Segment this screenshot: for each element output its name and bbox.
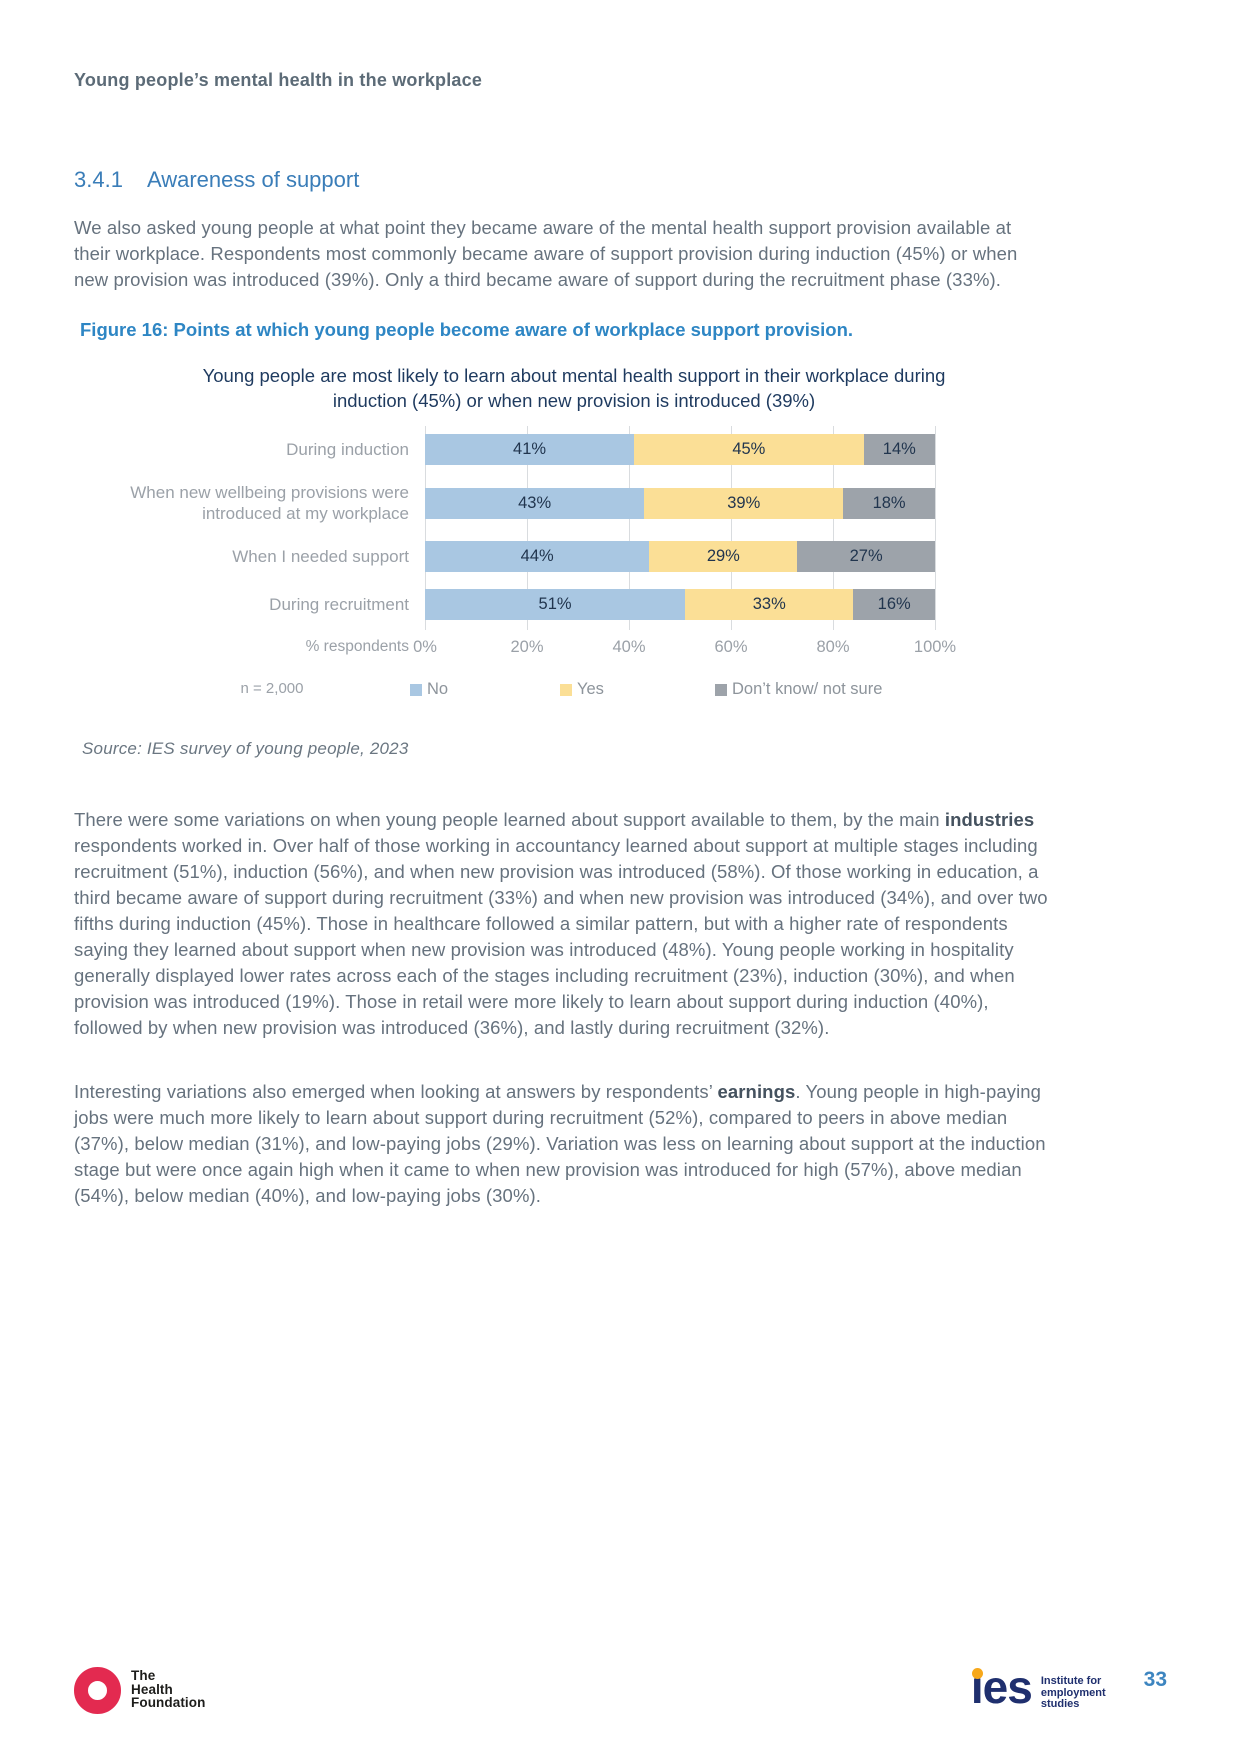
footer-right: ies Institute for employment studies 33 [970,1661,1167,1713]
x-axis-tick: 0% [413,638,437,656]
sample-size-label: n = 2,000 [240,680,304,697]
chart-row: When new wellbeing provisions were intro… [74,482,935,524]
page-number: 33 [1143,1668,1167,1691]
bar-segment-don-t-know-not-sure: 18% [843,487,935,519]
chart-title: Young people are most likely to learn ab… [202,365,946,411]
legend-row: n = 2,000 No Yes Don’t know/ not sure [74,680,935,699]
industries-bold: industries [944,809,1035,830]
legend-swatch-icon [715,683,727,696]
category-label: During induction [286,440,409,459]
intro-paragraph: We also asked young people at what point… [74,217,1018,290]
x-axis-tick: 60% [714,638,748,656]
legend-label: Yes [577,680,604,698]
x-axis-tick: 40% [612,638,646,656]
health-foundation-ring-icon [74,1667,121,1714]
industries-paragraph: There were some variations on when young… [74,809,1048,1038]
legend-label: No [427,680,449,698]
bar-track: 43% 39% 18% [425,487,935,519]
figure-16-chart: Young people are most likely to learn ab… [74,363,1167,699]
ies-dot-icon [971,1668,983,1679]
bar-track: 51% 33% 16% [425,589,935,620]
page-footer: The Health Foundation ies Institute for … [74,1661,1167,1714]
bar-segment-don-t-know-not-sure: 16% [853,589,935,620]
x-axis-tick: 80% [816,638,850,656]
earnings-bold: earnings [717,1081,796,1102]
x-axis-label: % respondents [305,638,409,655]
legend-swatch-icon [560,683,572,696]
x-axis-tick: 20% [510,638,544,656]
bar-segment-don-t-know-not-sure: 14% [863,434,935,465]
bar-segment-don-t-know-not-sure: 27% [797,541,935,572]
chart-row: During recruitment 51% 33% 16% [74,589,935,620]
ies-tagline: Institute for employment studies [1040,1675,1106,1710]
bar-segment-yes: 45% [634,434,864,465]
chart-row: When I needed support 44% 29% 27% [74,541,935,572]
legend-item-yes: Yes [560,680,715,699]
bar-segment-no: 43% [425,487,645,519]
legend-item-no: No [410,680,560,699]
health-foundation-logo: The Health Foundation [74,1667,205,1714]
chart-row: During induction 41% 45% 14% [74,434,935,465]
ies-logo: ies Institute for employment studies [970,1661,1106,1713]
legend-label: Don’t know/ not sure [732,680,883,698]
bar-segment-yes: 29% [649,541,798,572]
bar-segment-no: 44% [425,541,650,572]
category-label: When I needed support [232,547,409,566]
section-heading: 3.4.1 Awareness of support [74,167,1167,193]
chart-legend: No Yes Don’t know/ not sure [410,680,935,699]
section-number: 3.4.1 [74,167,123,192]
bar-segment-no: 41% [425,434,635,465]
bar-segment-yes: 33% [685,589,854,620]
chart-plot: During induction 41% 45% 14% When new wellbe… [74,426,936,630]
category-label: When new wellbeing provisions were intro… [130,483,409,523]
section-title: Awareness of support [146,167,360,192]
bar-track: 44% 29% 27% [425,541,935,572]
bar-segment-yes: 39% [644,487,844,519]
chart-rows: During induction 41% 45% 14% When new wellbe… [74,434,935,620]
ies-logo-text: ies [970,1661,1033,1713]
legend-swatch-icon [410,683,422,696]
bar-track: 41% 45% 14% [425,434,935,465]
source-note: Source: IES survey of young people, 2023 [82,739,409,758]
x-axis-tick: 100% [913,638,957,656]
bar-segment-no: 51% [425,589,686,620]
category-label: During recruitment [269,595,409,614]
figure-caption: Figure 16: Points at which young people … [80,319,854,340]
x-axis: % respondents 0% 20% 40% 60% 80% 100% [74,636,957,658]
earnings-paragraph: Interesting variations also emerged when… [74,1081,1046,1206]
x-axis-ticks: 0% 20% 40% 60% 80% 100% [413,636,956,658]
legend-item-don-t-know-not-sure: Don’t know/ not sure [715,680,882,699]
health-foundation-logo-text: The Health Foundation [131,1668,206,1710]
running-header: Young people’s mental health in the work… [74,70,483,90]
